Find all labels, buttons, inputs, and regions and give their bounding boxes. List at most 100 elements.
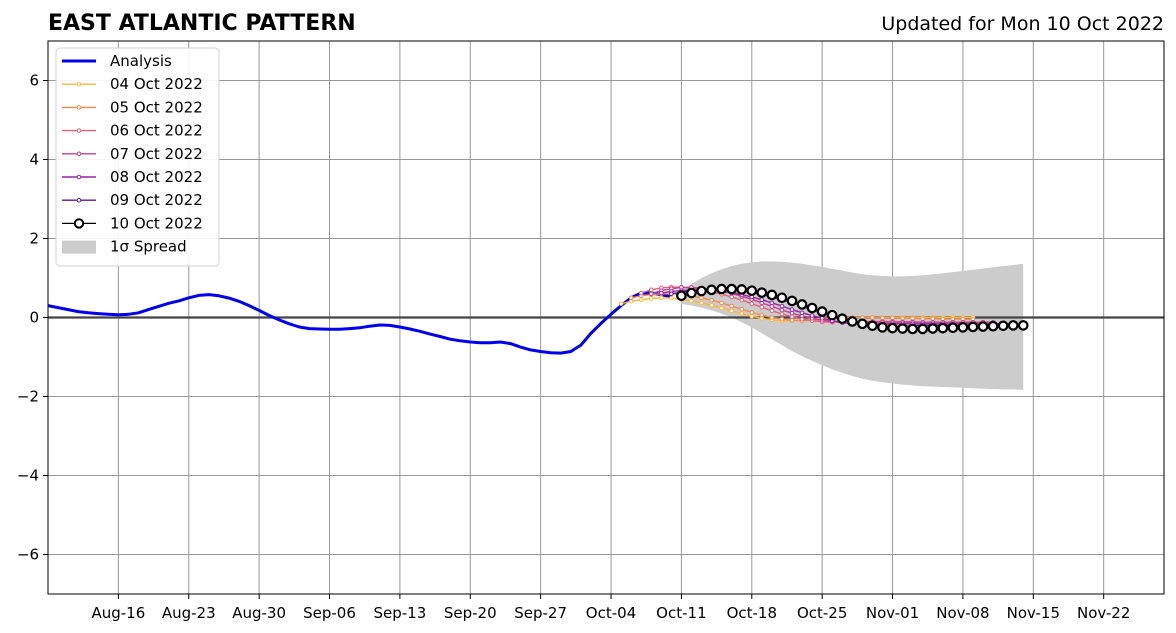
- series-point: [739, 311, 745, 316]
- series-point: [759, 312, 765, 318]
- series-point: [847, 316, 858, 327]
- series-line: [47, 291, 672, 355]
- legend-entry: 07 Oct 2022: [62, 145, 203, 163]
- series-point: [759, 297, 765, 303]
- series-point: [676, 290, 687, 302]
- legend-label: 04 Oct 2022: [110, 75, 203, 93]
- y-tick-label: −4: [17, 467, 39, 485]
- series-point: [749, 314, 755, 319]
- series-point: [887, 322, 898, 334]
- series-point: [867, 320, 878, 332]
- series-point: [796, 299, 808, 310]
- series-point: [719, 300, 724, 306]
- series-point: [729, 308, 734, 314]
- legend-label: 09 Oct 2022: [110, 191, 203, 209]
- series-point: [706, 284, 717, 296]
- x-tick-label: Oct-11: [656, 604, 706, 622]
- x-tick-label: Aug-30: [232, 604, 286, 622]
- legend-entry: 1σ Spread: [62, 238, 187, 256]
- y-tick-label: 6: [29, 72, 39, 90]
- series-point: [779, 307, 785, 313]
- y-axis-ticks: −6 −4 −2 0 2 4 6: [17, 72, 48, 564]
- series-point: [917, 323, 929, 335]
- x-tick-label: Oct-18: [727, 604, 777, 622]
- series-point: [719, 305, 724, 311]
- series-point: [779, 316, 785, 322]
- series-point: [658, 295, 664, 301]
- series-point: [669, 291, 674, 297]
- x-tick-label: Sep-27: [514, 604, 567, 622]
- series-point: [686, 287, 697, 299]
- series-analysis: [47, 291, 672, 355]
- legend-entry: 05 Oct 2022: [62, 98, 203, 116]
- series-10-oct-2022: [676, 283, 1029, 335]
- series-point: [648, 291, 654, 297]
- series-point: [1017, 320, 1029, 331]
- series-point: [907, 323, 918, 335]
- legend-entry: Analysis: [62, 52, 172, 70]
- series-point: [870, 315, 875, 320]
- series-point: [766, 289, 778, 301]
- series-point: [689, 298, 694, 304]
- series-point: [648, 296, 654, 301]
- series-point: [769, 315, 775, 320]
- series-point: [638, 297, 644, 303]
- series-point: [709, 302, 714, 308]
- series-point: [716, 283, 727, 295]
- series-point: [897, 323, 908, 334]
- legend-label: Analysis: [110, 52, 172, 70]
- series-point: [819, 315, 825, 321]
- series-point: [1007, 320, 1019, 331]
- chart-updated-date: Updated for Mon 10 Oct 2022: [881, 13, 1164, 35]
- series-point: [709, 297, 714, 303]
- series-point: [779, 311, 785, 317]
- legend-label: 10 Oct 2022: [110, 214, 203, 232]
- legend-swatch-marker: [76, 128, 82, 133]
- x-tick-label: Aug-23: [162, 604, 216, 622]
- series-point: [997, 320, 1009, 332]
- series-point: [826, 309, 838, 321]
- legend-entry: 08 Oct 2022: [62, 168, 203, 186]
- series-point: [779, 303, 785, 309]
- series-point: [877, 322, 888, 333]
- y-tick-label: 2: [29, 230, 39, 248]
- y-tick-label: 0: [29, 309, 39, 327]
- series-point: [789, 307, 795, 312]
- x-tick-label: Nov-15: [1007, 604, 1060, 622]
- series-point: [746, 285, 758, 296]
- x-tick-label: Nov-08: [936, 604, 989, 622]
- series-point: [987, 320, 999, 332]
- series-point: [937, 322, 949, 334]
- x-tick-label: Sep-20: [444, 604, 497, 622]
- legend-swatch: [62, 240, 96, 254]
- series-point: [699, 300, 704, 306]
- series-point: [806, 302, 818, 314]
- legend-swatch-marker: [76, 197, 82, 203]
- series-point: [957, 322, 969, 333]
- x-axis-ticks: Aug-16 Aug-23 Aug-30 Sep-06 Sep-13 Sep-20 Sep-…: [91, 594, 1130, 622]
- series-point: [759, 304, 765, 310]
- legend-entry: 10 Oct 2022: [62, 214, 203, 232]
- y-tick-label: −2: [17, 388, 39, 406]
- series-point: [628, 295, 634, 301]
- series-point: [799, 310, 805, 316]
- x-tick-label: Aug-16: [91, 604, 145, 622]
- series-point: [739, 306, 745, 312]
- series-point: [967, 321, 979, 333]
- series-point: [769, 308, 775, 314]
- legend-swatch-marker: [76, 105, 82, 110]
- legend-entry: 09 Oct 2022: [62, 191, 203, 209]
- x-tick-label: Nov-22: [1077, 604, 1130, 622]
- series-point: [857, 318, 868, 330]
- y-tick-label: −6: [17, 546, 39, 564]
- series-point: [669, 295, 674, 301]
- series-point: [749, 301, 755, 306]
- legend-label: 07 Oct 2022: [110, 145, 203, 163]
- series-point: [638, 290, 644, 296]
- series-point: [756, 287, 768, 298]
- legend-label: 1σ Spread: [110, 238, 187, 256]
- series-point: [736, 284, 748, 295]
- legend-swatch-marker: [76, 151, 82, 157]
- legend-box: [55, 47, 220, 267]
